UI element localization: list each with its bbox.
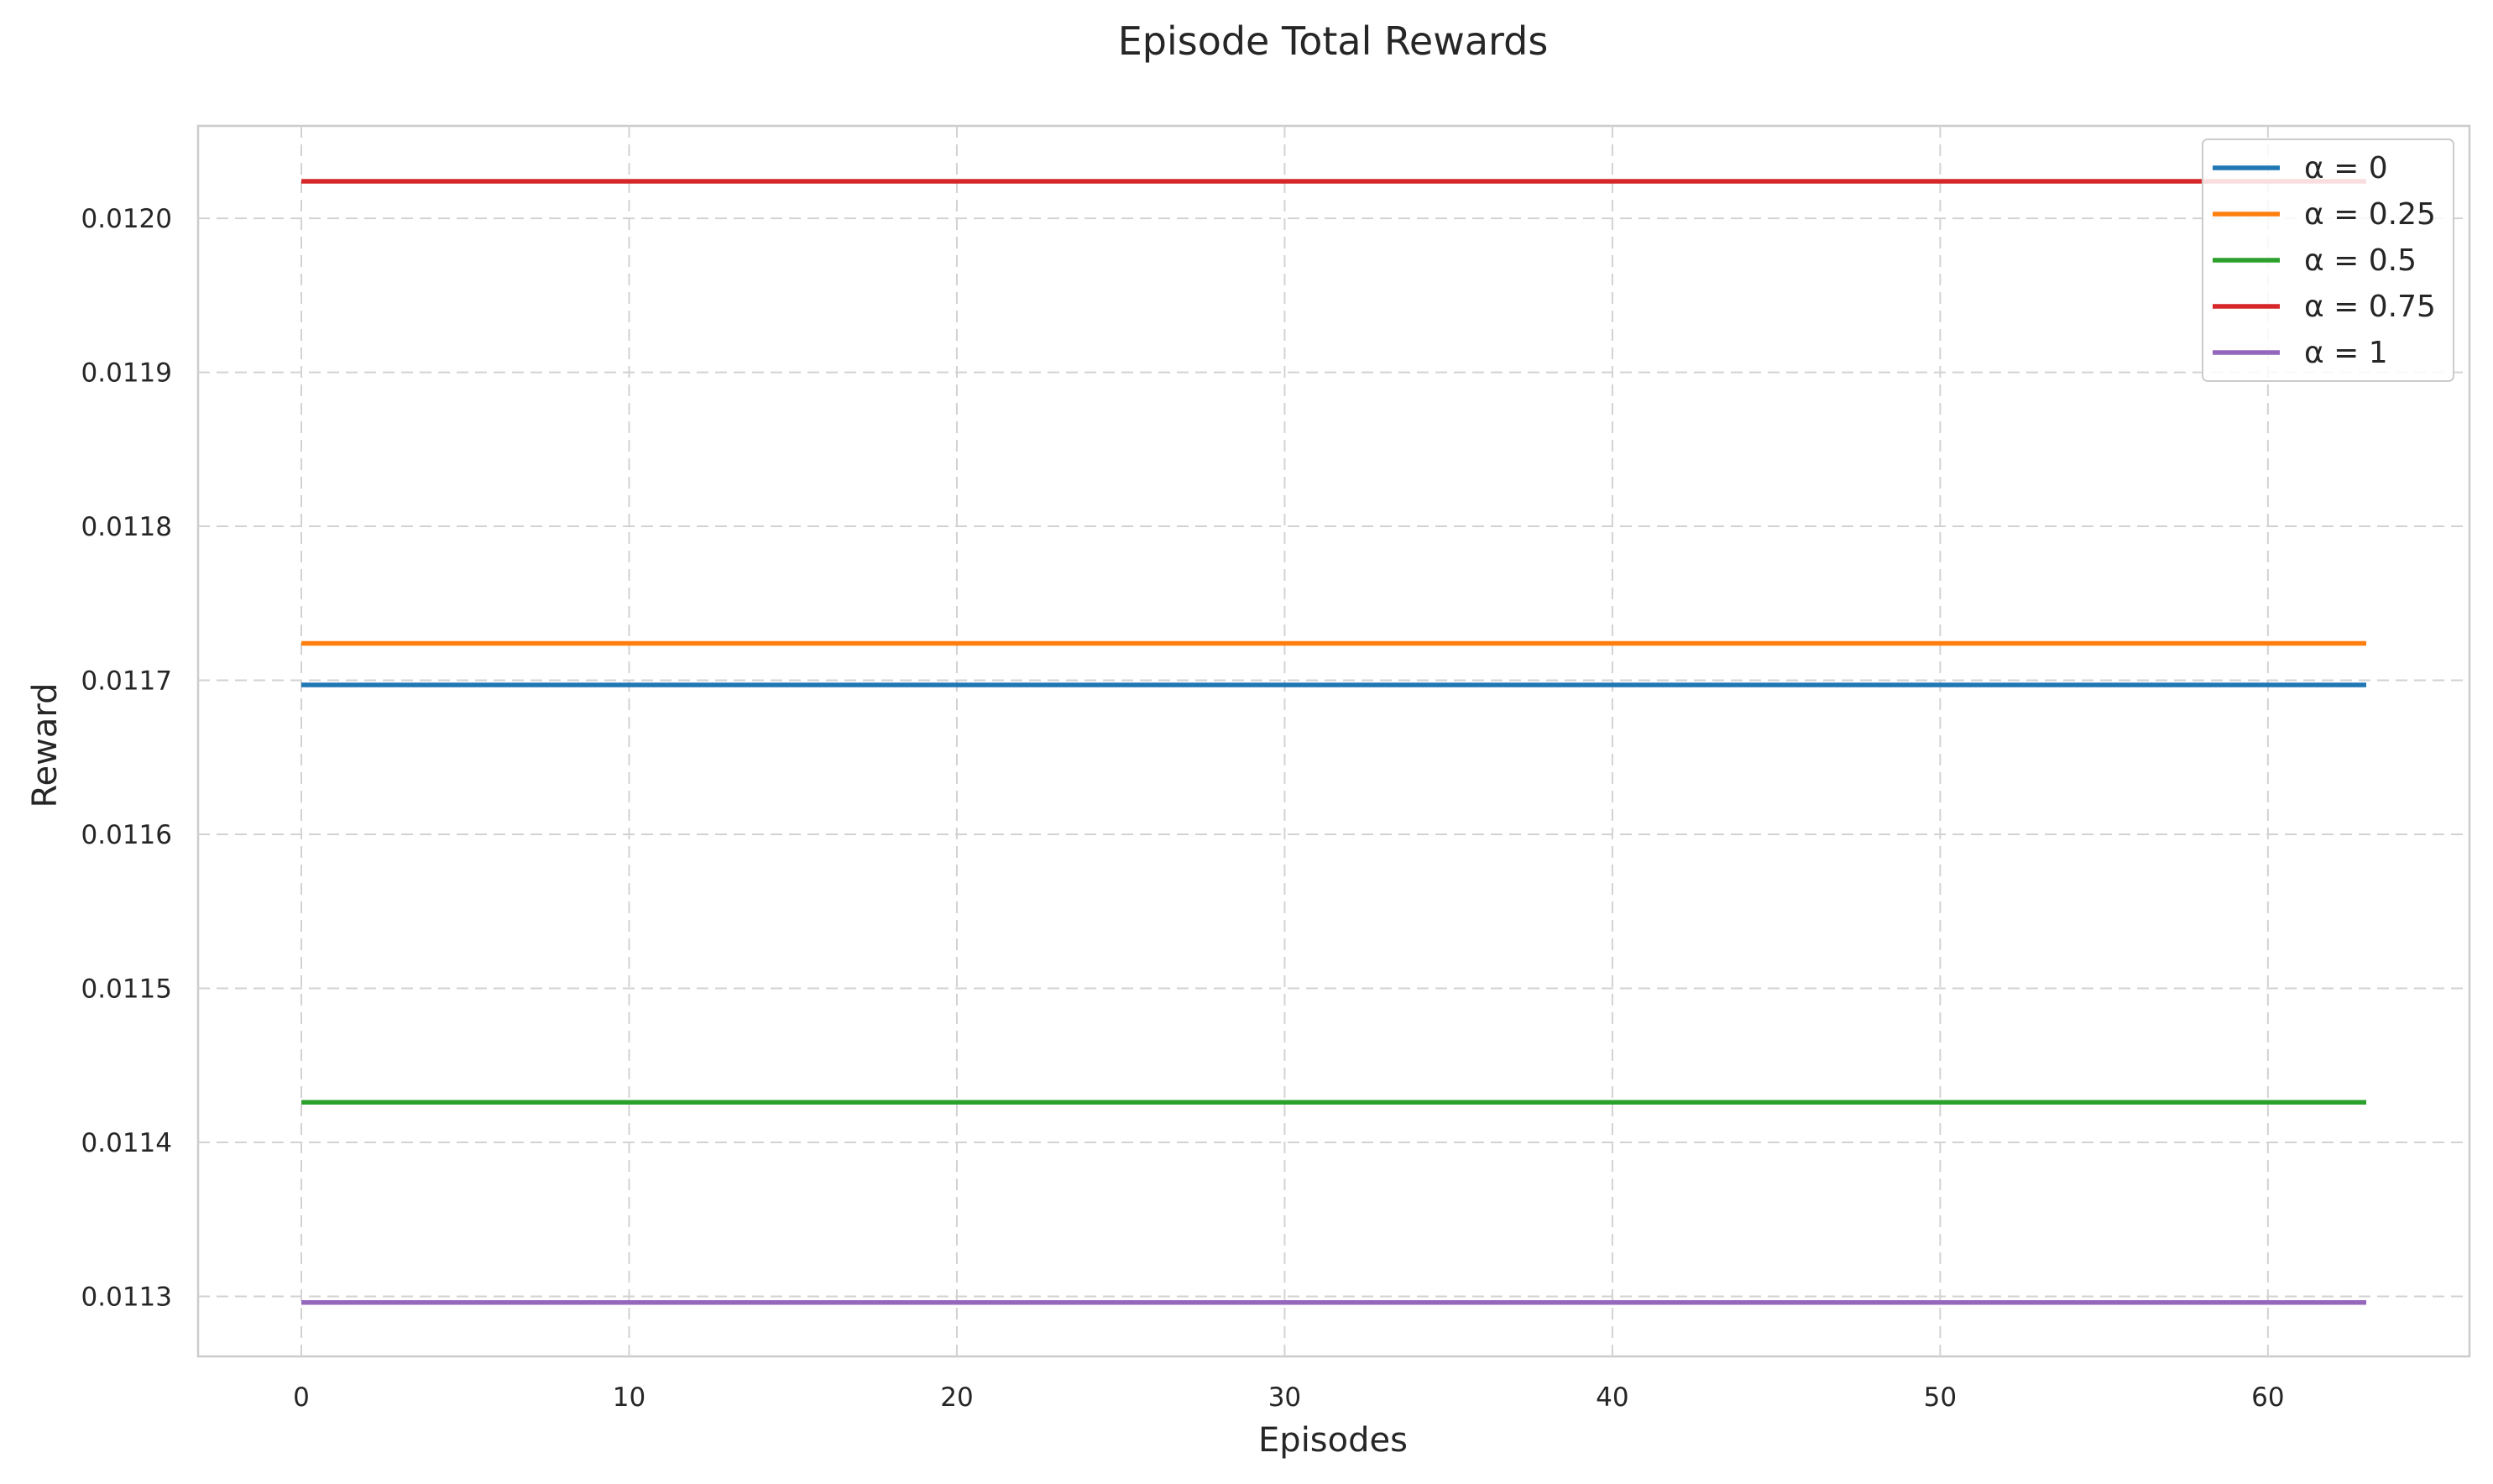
legend-entry-label: α = 0.25: [2304, 197, 2436, 232]
x-tick-label: 20: [940, 1382, 973, 1413]
x-axis-label: Episodes: [1258, 1421, 1408, 1460]
grid: [198, 126, 2469, 1356]
y-axis-label: Reward: [26, 683, 65, 808]
legend-entry-label: α = 1: [2304, 336, 2388, 370]
x-tick-label: 50: [1924, 1382, 1957, 1413]
x-tick-label: 40: [1596, 1382, 1628, 1413]
y-tick-label: 0.0113: [81, 1282, 172, 1312]
y-tick-label: 0.0120: [81, 204, 172, 234]
legend-box: [2202, 138, 2454, 382]
x-tick-label: 10: [613, 1382, 645, 1413]
y-tick-label: 0.0119: [81, 358, 172, 389]
y-tick-label: 0.0116: [81, 820, 172, 850]
y-tick-label: 0.0118: [81, 512, 172, 542]
legend: α = 0 α = 0.25 α = 0.5 α = 0.75 α = 1: [2202, 138, 2454, 382]
series-lines: [301, 179, 2366, 1305]
x-tick-label: 0: [293, 1382, 310, 1413]
tick-labels: 0 10 20 30 40 50 60 0.0113 0.0114 0.0115 0.0116 0.0…: [81, 204, 2285, 1413]
y-tick-label: 0.0115: [81, 974, 172, 1004]
plot-area: [196, 124, 2471, 1358]
legend-entry-label: α = 0.75: [2304, 290, 2436, 324]
legend-entry-label: α = 0: [2304, 151, 2388, 186]
y-tick-label: 0.0117: [81, 666, 172, 697]
y-tick-label: 0.0114: [81, 1128, 172, 1158]
chart-title: Episode Total Rewards: [1118, 18, 1549, 64]
x-tick-label: 60: [2251, 1382, 2284, 1413]
x-tick-label: 30: [1268, 1382, 1301, 1413]
legend-entry-label: α = 0.5: [2304, 243, 2417, 278]
